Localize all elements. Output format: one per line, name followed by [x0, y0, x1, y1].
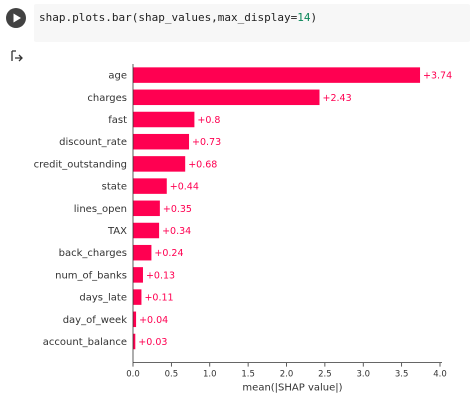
bar-back_charges: [133, 244, 152, 261]
output-arrow-icon: [11, 50, 23, 62]
bar-state: [133, 178, 167, 194]
bar-account_balance: [133, 333, 136, 350]
x-ticks: 0.0 0.5 1.0 1.5 2.0 2.5 3.0 3.5 4.0: [126, 362, 447, 380]
x-tick-label: 1.0: [203, 370, 217, 380]
category-label: num_of_banks: [55, 270, 127, 281]
bar-value-label: +3.74: [423, 71, 452, 82]
x-axis-label: mean(|SHAP value|): [242, 383, 342, 394]
x-tick-label: 0.0: [126, 370, 140, 380]
category-label: state: [102, 182, 127, 193]
bar-TAX: [133, 222, 160, 239]
bar-age: [133, 67, 421, 83]
play-icon: [13, 13, 21, 23]
code-number: 14: [297, 11, 311, 24]
bar-value-label: +0.44: [170, 182, 199, 193]
bar-lines_open: [133, 200, 160, 217]
bar-value-label: +0.34: [162, 226, 191, 237]
bar-group: +3.74 age +2.43 charges +0.8 fast +0.73 discoun…: [34, 67, 452, 350]
bar-num_of_banks: [133, 267, 143, 283]
x-tick-label: 1.5: [241, 370, 255, 380]
bar-value-label: +0.03: [138, 337, 167, 348]
bar-value-label: +0.04: [139, 315, 168, 326]
bar-days_late: [133, 289, 142, 305]
code-cell[interactable]: shap.plots.bar(shap_values,max_display=1…: [34, 4, 470, 42]
category-label: day_of_week: [63, 315, 128, 326]
code-text[interactable]: shap.plots.bar(shap_values,max_display=1…: [39, 11, 317, 24]
bar-value-label: +0.68: [188, 159, 217, 170]
category-label: account_balance: [43, 337, 127, 348]
bar-fast: [133, 111, 195, 128]
category-label: TAX: [107, 226, 127, 237]
category-label: credit_outstanding: [34, 159, 127, 170]
category-label: discount_rate: [59, 137, 127, 148]
bar-value-label: +0.13: [146, 270, 175, 281]
bar-credit_outstanding: [133, 156, 186, 172]
bar-value-label: +0.35: [163, 204, 192, 215]
category-label: charges: [87, 93, 127, 104]
x-tick-label: 4.0: [433, 370, 447, 380]
x-tick-label: 3.0: [356, 370, 370, 380]
category-label: age: [108, 71, 127, 82]
bar-value-label: +0.24: [154, 248, 183, 259]
x-tick-label: 2.5: [318, 370, 332, 380]
bar-value-label: +0.11: [144, 293, 173, 304]
category-label: days_late: [79, 293, 127, 304]
bar-value-label: +0.73: [192, 137, 221, 148]
x-tick-label: 3.5: [395, 370, 409, 380]
shap-bar-chart: +3.74 age +2.43 charges +0.8 fast +0.73 discoun…: [34, 64, 452, 394]
category-label: back_charges: [59, 248, 127, 259]
bar-value-label: +2.43: [323, 93, 352, 104]
bar-day_of_week: [133, 311, 137, 328]
code-close-paren: ): [310, 11, 318, 24]
run-cell-button[interactable]: [6, 8, 26, 28]
x-tick-label: 2.0: [280, 370, 294, 380]
category-label: fast: [108, 115, 127, 126]
bar-value-label: +0.8: [197, 115, 220, 126]
x-tick-label: 0.5: [165, 370, 179, 380]
category-label: lines_open: [74, 204, 127, 215]
bar-charges: [133, 89, 320, 106]
code-call: shap.plots.bar(shap_values,max_display=: [39, 11, 298, 24]
bar-discount_rate: [133, 133, 190, 150]
